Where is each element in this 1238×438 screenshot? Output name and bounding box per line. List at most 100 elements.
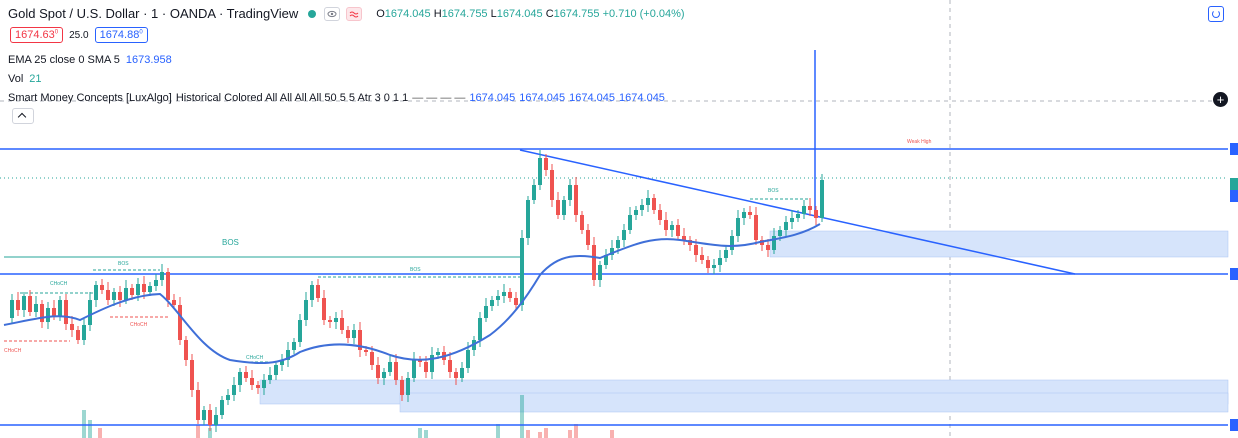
- choch-label-2: CHoCH: [130, 322, 148, 328]
- order-block-lower-2: [399, 392, 1229, 413]
- volume-bar: [208, 428, 212, 438]
- color-swatch-icon[interactable]: [346, 6, 363, 21]
- candle: [16, 292, 20, 316]
- candle: [628, 207, 632, 234]
- candle: [460, 362, 464, 382]
- candle: [562, 196, 566, 220]
- candle: [250, 370, 254, 390]
- structure-annotations: BOS BOS BOS BOS CHoCH CHoCH CHoCH CHoCH Weak Hig…: [4, 139, 932, 361]
- candle: [202, 406, 206, 425]
- candle: [520, 230, 524, 311]
- candle: [82, 319, 86, 345]
- volume-bar: [544, 428, 548, 438]
- candle: [448, 352, 452, 378]
- candle: [724, 246, 728, 262]
- candle: [718, 250, 722, 272]
- candle: [226, 389, 230, 405]
- plus-icon[interactable]: +: [1213, 92, 1228, 107]
- candle: [796, 210, 800, 222]
- candle: [220, 396, 224, 419]
- legend-title-row: Gold Spot / U.S. Dollar · 1 · OANDA · Tr…: [8, 6, 685, 21]
- candle: [208, 404, 212, 431]
- bos-label-big: BOS: [222, 238, 239, 247]
- smc-value-2: 1674.045: [519, 92, 566, 104]
- smc-label: Smart Money Concepts [LuxAlgo]: [8, 92, 172, 104]
- candle: [244, 366, 248, 382]
- choch-label-4: CHoCH: [246, 355, 264, 361]
- candle: [184, 336, 188, 366]
- chevron-up-icon[interactable]: [12, 108, 34, 124]
- candle: [598, 261, 602, 287]
- smc-legend[interactable]: Smart Money Concepts [LuxAlgo] Historica…: [8, 92, 665, 104]
- candle: [346, 326, 350, 343]
- trade-buttons-row: 1674.630 25.0 1674.880: [10, 27, 148, 43]
- candle: [802, 200, 806, 219]
- weak-high-label: Weak High: [907, 139, 932, 145]
- candle: [544, 154, 548, 176]
- candle: [292, 338, 296, 354]
- candle: [64, 294, 68, 330]
- candle: [652, 194, 656, 214]
- bos-label-2: BOS: [410, 267, 421, 273]
- price-scale-markers: [1230, 143, 1238, 431]
- candle: [568, 179, 572, 206]
- candle: [640, 199, 644, 216]
- candle: [532, 179, 536, 204]
- candle: [550, 164, 554, 207]
- candle: [610, 240, 614, 260]
- candle: [100, 279, 104, 294]
- candle: [268, 367, 272, 384]
- candle: [730, 230, 734, 255]
- candle: [574, 177, 578, 222]
- candle: [148, 282, 152, 296]
- choch-label-1: CHoCH: [50, 281, 68, 287]
- candle: [394, 354, 398, 385]
- eye-icon[interactable]: [324, 6, 341, 21]
- candle: [232, 377, 236, 401]
- ema-legend[interactable]: EMA 25 close 0 SMA 5 1673.958: [8, 54, 172, 66]
- volume-bar: [520, 395, 524, 438]
- price-scale-marker-3: [1230, 190, 1238, 202]
- smc-dashes: — — — —: [412, 92, 466, 104]
- volume-bars: [82, 395, 614, 438]
- candle: [34, 296, 38, 317]
- candle: [484, 298, 488, 322]
- bos-label-1: BOS: [118, 261, 129, 267]
- spread-value: 25.0: [69, 29, 89, 41]
- candle: [154, 274, 158, 291]
- volume-bar: [610, 430, 614, 438]
- volume-bar: [496, 424, 500, 438]
- candle: [790, 210, 794, 229]
- candle: [418, 356, 422, 367]
- market-status-dot: [308, 9, 317, 18]
- candle: [358, 322, 362, 357]
- vol-value: 21: [29, 73, 42, 85]
- candle: [376, 357, 380, 384]
- vol-label: Vol: [8, 73, 24, 85]
- buy-price-button[interactable]: 1674.880: [94, 27, 148, 43]
- volume-bar: [98, 428, 102, 438]
- time-lock-icon[interactable]: [1208, 6, 1224, 22]
- candle: [370, 346, 374, 370]
- volume-bar: [538, 432, 542, 438]
- candle: [454, 368, 458, 385]
- candle: [646, 190, 650, 212]
- candle: [814, 206, 818, 225]
- candle: [430, 347, 434, 379]
- candle: [502, 284, 506, 303]
- candle: [94, 281, 98, 307]
- candle: [712, 259, 716, 274]
- candle: [70, 316, 74, 337]
- volume-bar: [82, 410, 86, 438]
- candle: [538, 150, 542, 190]
- candle: [112, 288, 116, 306]
- candle: [496, 290, 500, 306]
- candle: [754, 207, 758, 245]
- volume-legend[interactable]: Vol 21: [8, 73, 42, 85]
- candle: [130, 284, 134, 300]
- sell-price-button[interactable]: 1674.630: [10, 27, 64, 43]
- bos-label-3: BOS: [768, 188, 779, 194]
- candle: [580, 211, 584, 234]
